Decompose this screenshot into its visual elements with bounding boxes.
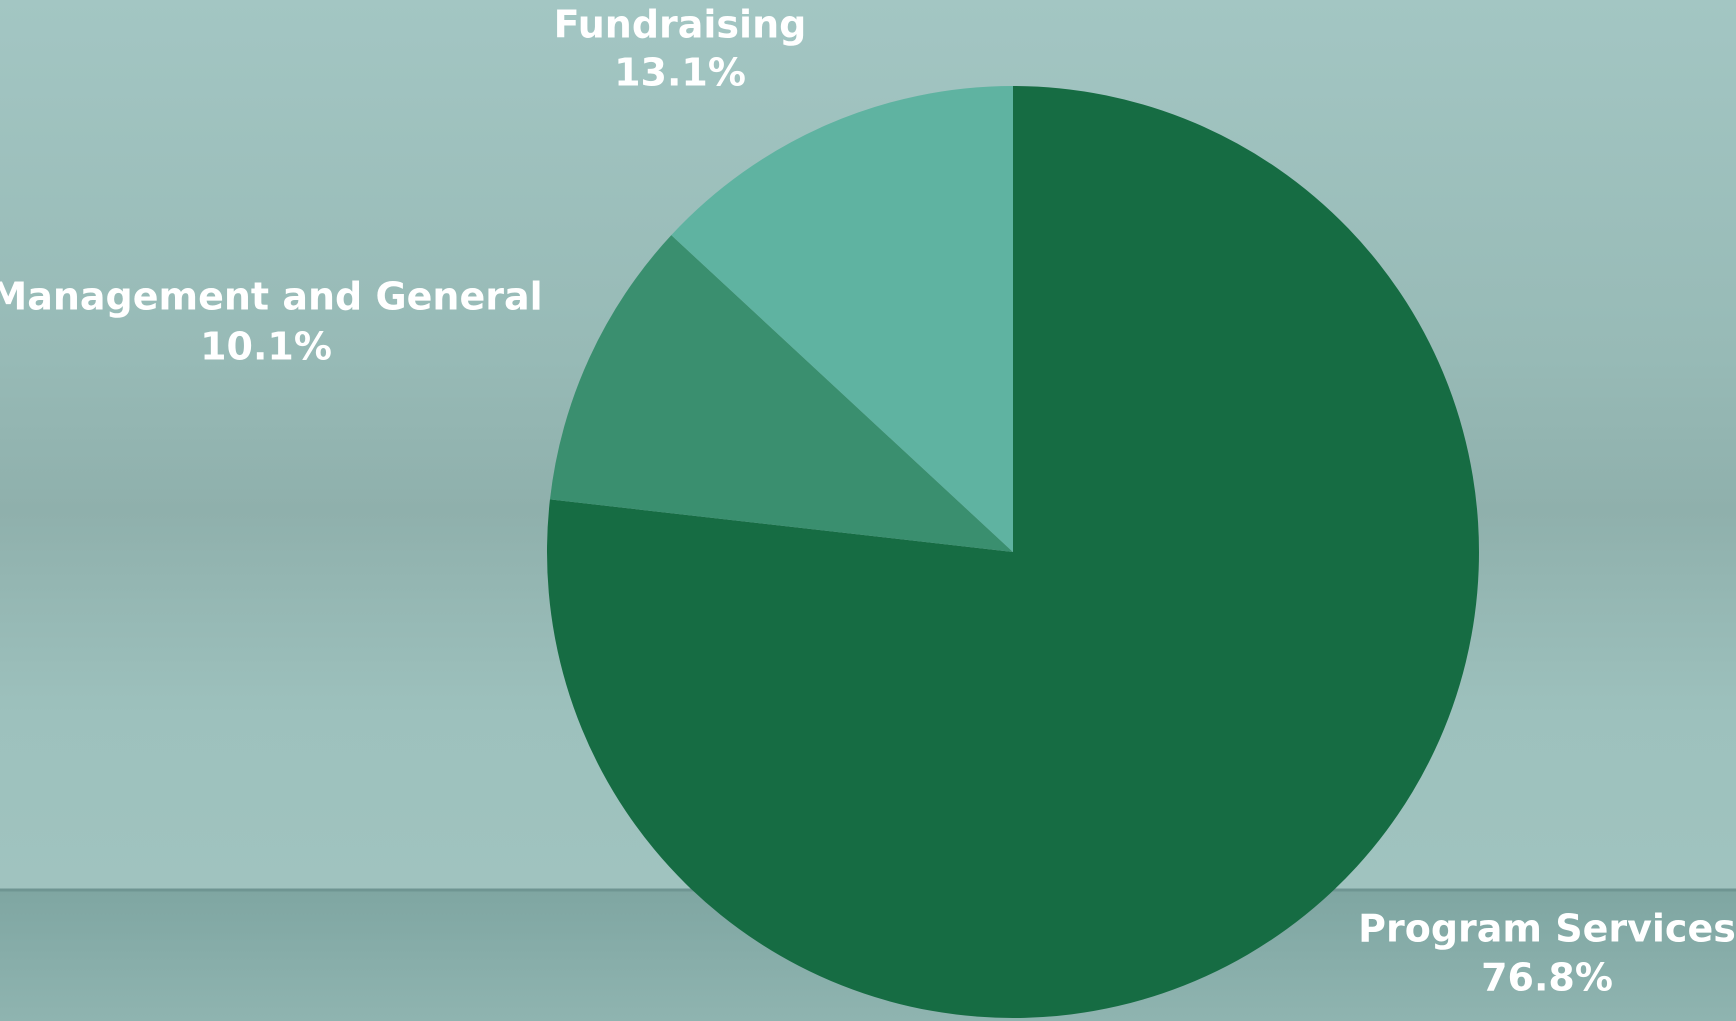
- labels: Program Services 76.8% Management and Gene…: [0, 3, 1736, 1000]
- slice-label: Program Services: [1358, 907, 1736, 951]
- pie-slice: [671, 85, 1013, 552]
- pie-slice: [549, 235, 1013, 552]
- slice-value-label: 76.8%: [1481, 956, 1613, 1000]
- slice-label: Fundraising: [554, 3, 807, 47]
- slice-value-label: 13.1%: [614, 51, 746, 95]
- pie: [547, 85, 1479, 1019]
- slice-label: Management and General: [0, 275, 543, 319]
- slice-value-label: 10.1%: [200, 325, 332, 369]
